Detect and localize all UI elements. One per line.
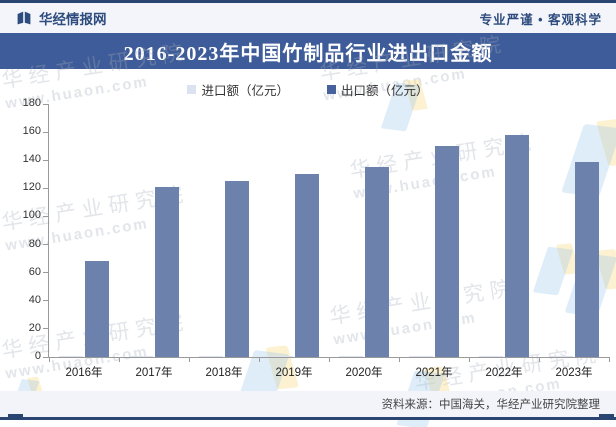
y-axis-tick-label: 100	[22, 209, 41, 222]
y-axis-tick	[43, 187, 48, 189]
y-axis-tick	[43, 131, 48, 133]
y-axis-tick	[43, 244, 48, 246]
import-bar-2017年	[129, 355, 153, 357]
export-bar-2021年	[435, 146, 459, 357]
legend-item-label: 进口额（亿元）	[201, 84, 289, 98]
y-axis-tick-label: 60	[28, 265, 41, 278]
legend-item-export: 出口额（亿元）	[327, 80, 429, 99]
export-bar-2017年	[155, 186, 179, 357]
x-axis-tick	[398, 357, 400, 362]
book-logo-icon	[16, 10, 32, 26]
x-axis-category-label: 2018年	[205, 367, 243, 379]
page-title: 2016-2023年中国竹制品行业进出口金额	[123, 42, 493, 65]
import-bar-2020年	[339, 355, 363, 357]
x-axis-category-label: 2019年	[275, 367, 313, 379]
bottom-rule-left-cap	[8, 414, 23, 420]
legend-item-import: 进口额（亿元）	[187, 80, 289, 99]
y-axis-tick	[43, 272, 48, 274]
import-bar-2018年	[199, 355, 223, 357]
top-rule	[0, 0, 616, 3]
export-bar-2019年	[295, 174, 319, 357]
import-bar-2019年	[269, 355, 293, 357]
y-axis-tick	[43, 300, 48, 302]
x-axis-tick	[188, 357, 190, 362]
x-axis-tick	[118, 357, 120, 362]
y-axis-tick-label: 120	[22, 181, 41, 194]
y-axis-tick-label: 0	[34, 350, 41, 362]
source-bar: 资料来源：中国海关，华经产业研究院整理	[0, 391, 616, 417]
x-axis-tick	[468, 357, 470, 362]
y-axis-tick-label: 160	[22, 125, 41, 138]
x-axis-category-label: 2022年	[485, 367, 523, 379]
x-axis-category-label: 2016年	[65, 367, 103, 379]
export-bar-2023年	[575, 161, 599, 357]
x-axis-tick	[538, 357, 540, 362]
header-bar: 华经情报网 专业严谨 • 客观科学	[0, 3, 616, 33]
y-axis-tick-label: 40	[28, 293, 41, 306]
bottom-rule	[0, 417, 616, 420]
import-legend-marker-icon	[187, 85, 197, 94]
y-axis-tick-label: 80	[28, 237, 41, 250]
export-bar-2018年	[225, 181, 249, 357]
x-axis-tick	[328, 357, 330, 362]
export-bar-2020年	[365, 167, 389, 357]
y-axis-tick	[43, 215, 48, 217]
import-bar-2021年	[409, 355, 433, 357]
x-axis-tick	[48, 357, 50, 362]
x-axis-category-label: 2020年	[345, 367, 383, 379]
x-axis-category-label: 2017年	[135, 367, 173, 379]
legend-item-label: 出口额（亿元）	[341, 84, 429, 98]
export-bar-2022年	[505, 134, 529, 357]
source-text: 资料来源：中国海关，华经产业研究院整理	[381, 399, 601, 411]
bottom-rule-right-cap	[599, 414, 614, 420]
y-axis-tick	[43, 356, 48, 358]
x-axis-category-label: 2021年	[415, 367, 453, 379]
plot-area: 0 20 40 60 80 100 120 140 160 180 2016年 2017年 2018年 2…	[23, 97, 610, 379]
title-banner: 2016-2023年中国竹制品行业进出口金额	[0, 33, 616, 69]
x-axis-tick	[608, 357, 610, 362]
y-axis-tick-label: 180	[22, 97, 41, 109]
y-axis-tick-label: 20	[28, 321, 41, 334]
brand-name: 华经情报网	[39, 12, 107, 27]
import-bar-2022年	[479, 355, 503, 357]
export-legend-marker-icon	[327, 85, 336, 94]
y-axis-tick	[43, 328, 48, 330]
chart-legend: 进口额（亿元） 出口额（亿元）	[0, 80, 616, 99]
brand: 华经情报网	[16, 8, 107, 28]
y-axis-tick-label: 140	[22, 153, 41, 166]
y-axis-tick	[43, 159, 48, 161]
import-bar-2023年	[549, 355, 573, 357]
export-bar-2016年	[85, 261, 109, 357]
y-axis-tick	[43, 103, 48, 105]
x-axis-tick	[258, 357, 260, 362]
x-axis-category-label: 2023年	[555, 367, 593, 379]
header-tagline: 专业严谨 • 客观科学	[479, 12, 602, 27]
import-bar-2016年	[59, 355, 83, 357]
